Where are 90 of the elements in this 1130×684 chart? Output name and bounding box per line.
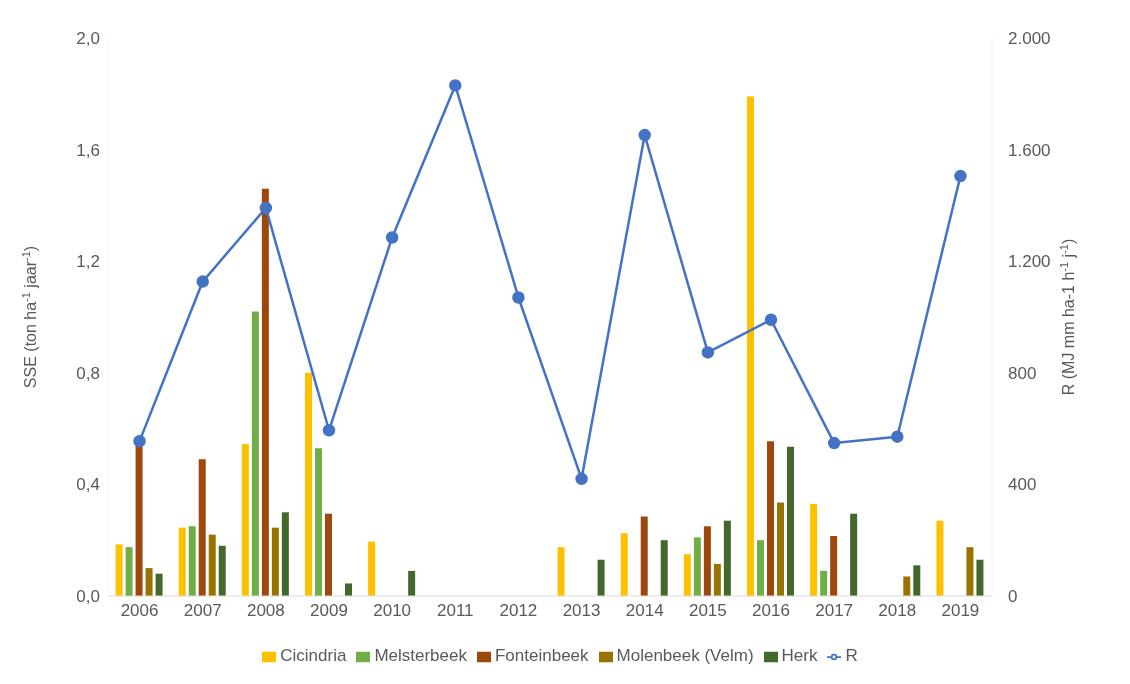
x-tick-label: 2012 — [499, 601, 538, 621]
bar — [640, 516, 648, 596]
point — [512, 291, 525, 304]
bar — [198, 459, 206, 596]
y-tick-label: 1,2 — [76, 252, 100, 272]
bar — [218, 545, 226, 596]
bar — [251, 311, 259, 596]
point — [764, 313, 778, 327]
bar — [850, 513, 858, 596]
y-tick-label: 1,6 — [76, 140, 100, 160]
point — [891, 430, 904, 443]
bar — [208, 534, 216, 596]
x-tick-label: 2017 — [815, 601, 854, 621]
bar — [408, 570, 416, 596]
bar — [660, 540, 668, 596]
bar — [703, 526, 711, 596]
bar — [976, 559, 984, 596]
y2-tick-label: 400 — [1008, 475, 1037, 495]
y2-tick-label: 0 — [1008, 587, 1018, 606]
legend-label: Melsterbeek — [374, 646, 467, 665]
bar — [325, 513, 333, 596]
legend-label: Cicindria — [280, 646, 347, 665]
bar — [913, 565, 921, 596]
x-tick-label: 2016 — [752, 601, 790, 621]
bar — [820, 570, 828, 596]
bar — [557, 547, 565, 596]
y-tick-label: 0,4 — [76, 475, 100, 495]
bar — [966, 547, 974, 596]
bar — [261, 188, 269, 596]
point — [954, 169, 967, 183]
y2-tick-label: 2.000 — [1008, 29, 1051, 48]
bar — [178, 527, 186, 596]
bar — [777, 502, 785, 596]
legend-label: Molenbeek (Velm) — [616, 646, 754, 665]
legend-label: R — [845, 646, 858, 665]
y-tick-label: 0,0 — [76, 587, 100, 607]
x-tick-label: 2013 — [562, 601, 601, 621]
bar — [757, 540, 765, 596]
bar — [597, 559, 605, 596]
bar — [115, 544, 123, 596]
bar — [145, 568, 153, 596]
bar — [271, 527, 279, 596]
bar — [368, 541, 376, 596]
x-tick-label: 2007 — [183, 601, 222, 621]
point — [259, 201, 273, 215]
point — [575, 472, 588, 486]
x-tick-label: 2008 — [246, 601, 285, 621]
bar — [281, 512, 289, 596]
bar — [683, 554, 691, 596]
x-tick-label: 2015 — [688, 601, 727, 621]
point — [638, 128, 651, 142]
y2-tick-label: 1.200 — [1008, 252, 1051, 272]
y2-tick-label: 1.600 — [1008, 140, 1051, 160]
bar — [767, 441, 775, 596]
bar — [787, 446, 795, 596]
bar — [830, 536, 838, 596]
point — [827, 436, 841, 450]
x-tick-label: 2006 — [120, 601, 159, 621]
point — [385, 231, 399, 244]
x-tick-label: 2010 — [373, 601, 412, 621]
bar — [620, 533, 628, 596]
legend-label: Fonteinbeek — [494, 646, 589, 665]
legend-label: Herk — [781, 646, 818, 665]
x-tick-label: 2019 — [941, 601, 980, 621]
bar — [155, 573, 163, 596]
point — [449, 79, 462, 92]
bar — [315, 448, 323, 596]
bar — [903, 576, 911, 596]
x-tick-label: 2014 — [625, 601, 664, 621]
bar — [810, 503, 818, 596]
bar — [305, 372, 313, 596]
bar — [241, 443, 249, 596]
bar — [345, 583, 353, 596]
y2-tick-label: 800 — [1008, 363, 1037, 383]
point — [322, 424, 336, 437]
x-tick-label: 2009 — [310, 601, 348, 621]
bar — [747, 96, 755, 596]
point — [133, 434, 146, 448]
point — [701, 346, 715, 359]
bar — [936, 520, 944, 596]
y-tick-label: 0,8 — [76, 363, 100, 383]
bar — [713, 563, 721, 596]
x-tick-label: 2011 — [437, 601, 474, 621]
bar — [693, 537, 701, 596]
bar — [188, 526, 196, 596]
x-tick-label: 2018 — [878, 601, 917, 621]
point — [196, 275, 209, 288]
y-tick-label: 2,0 — [76, 29, 100, 49]
bar — [125, 547, 133, 596]
bar — [723, 520, 731, 596]
